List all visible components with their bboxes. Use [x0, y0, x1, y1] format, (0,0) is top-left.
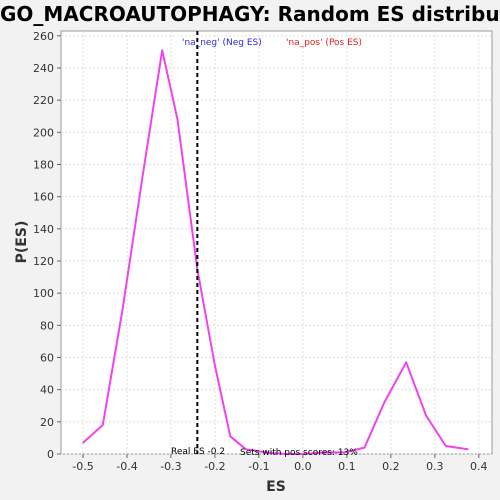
y-tick-label: 260: [33, 30, 54, 43]
data-point: [284, 453, 287, 455]
x-tick-label: -0.1: [248, 460, 269, 473]
real-es-label: Real ES -0.2: [171, 447, 225, 457]
plot-area: [60, 30, 493, 455]
data-point: [229, 435, 232, 438]
data-point: [324, 451, 326, 454]
x-tick-label: 0.4: [470, 460, 488, 473]
data-point: [141, 176, 144, 179]
data-point: [467, 448, 469, 450]
legend-neg: 'na_neg' (Neg ES): [182, 38, 262, 48]
y-tick-label: 100: [33, 287, 54, 300]
data-point: [383, 401, 386, 404]
data-point: [264, 451, 267, 454]
series-layer: [82, 49, 469, 455]
y-tick-label: 180: [33, 158, 54, 171]
x-axis-label: ES: [266, 479, 286, 495]
data-point: [425, 414, 427, 417]
x-tick-label: -0.2: [204, 460, 225, 473]
data-point: [343, 451, 346, 454]
x-tick-label: -0.3: [160, 460, 181, 473]
y-tick-label: 160: [33, 191, 54, 204]
y-tick-label: 140: [33, 223, 54, 236]
grid-lines: [61, 31, 492, 455]
data-point: [121, 308, 124, 311]
data-point: [176, 118, 179, 121]
pos-scores-label: Sets with pos scores: 13%: [240, 448, 358, 458]
data-point: [445, 445, 447, 447]
y-tick-label: 40: [40, 384, 54, 397]
y-tick-label: 200: [33, 126, 54, 139]
y-tick-label: 0: [47, 448, 54, 461]
y-tick-label: 240: [33, 62, 54, 75]
y-tick-label: 80: [40, 319, 54, 332]
data-point: [214, 364, 216, 367]
data-point: [363, 446, 366, 449]
y-tick-label: 20: [40, 416, 54, 429]
x-tick-label: 0.1: [338, 460, 356, 473]
data-point: [302, 453, 304, 455]
x-tick-label: -0.4: [116, 460, 137, 473]
x-tick-label: 0.3: [426, 460, 444, 473]
y-tick-label: 60: [40, 351, 54, 364]
data-point: [244, 448, 247, 450]
y-tick-label: 220: [33, 94, 54, 107]
x-tick-label: -0.5: [72, 460, 93, 473]
y-axis-ticks: 0 20 40 60 80 100 120 140 160 180 200 220 240 260: [33, 30, 61, 461]
y-tick-label: 120: [33, 255, 54, 268]
data-point: [161, 49, 163, 52]
x-tick-label: 0.2: [382, 460, 400, 473]
y-axis-label: P(ES): [14, 221, 30, 264]
data-point: [82, 441, 84, 444]
x-tick-label: 0.0: [294, 460, 312, 473]
data-point: [405, 361, 408, 364]
x-axis-ticks: -0.5 -0.4 -0.3 -0.2 -0.1 0.0 0.1 0.2 0.3 0.4: [72, 454, 488, 473]
legend-pos: 'na_pos' (Pos ES): [286, 38, 362, 48]
chart-title: GO_MACROAUTOPHAGY: Random ES distributio…: [0, 2, 500, 26]
data-point: [101, 424, 104, 426]
